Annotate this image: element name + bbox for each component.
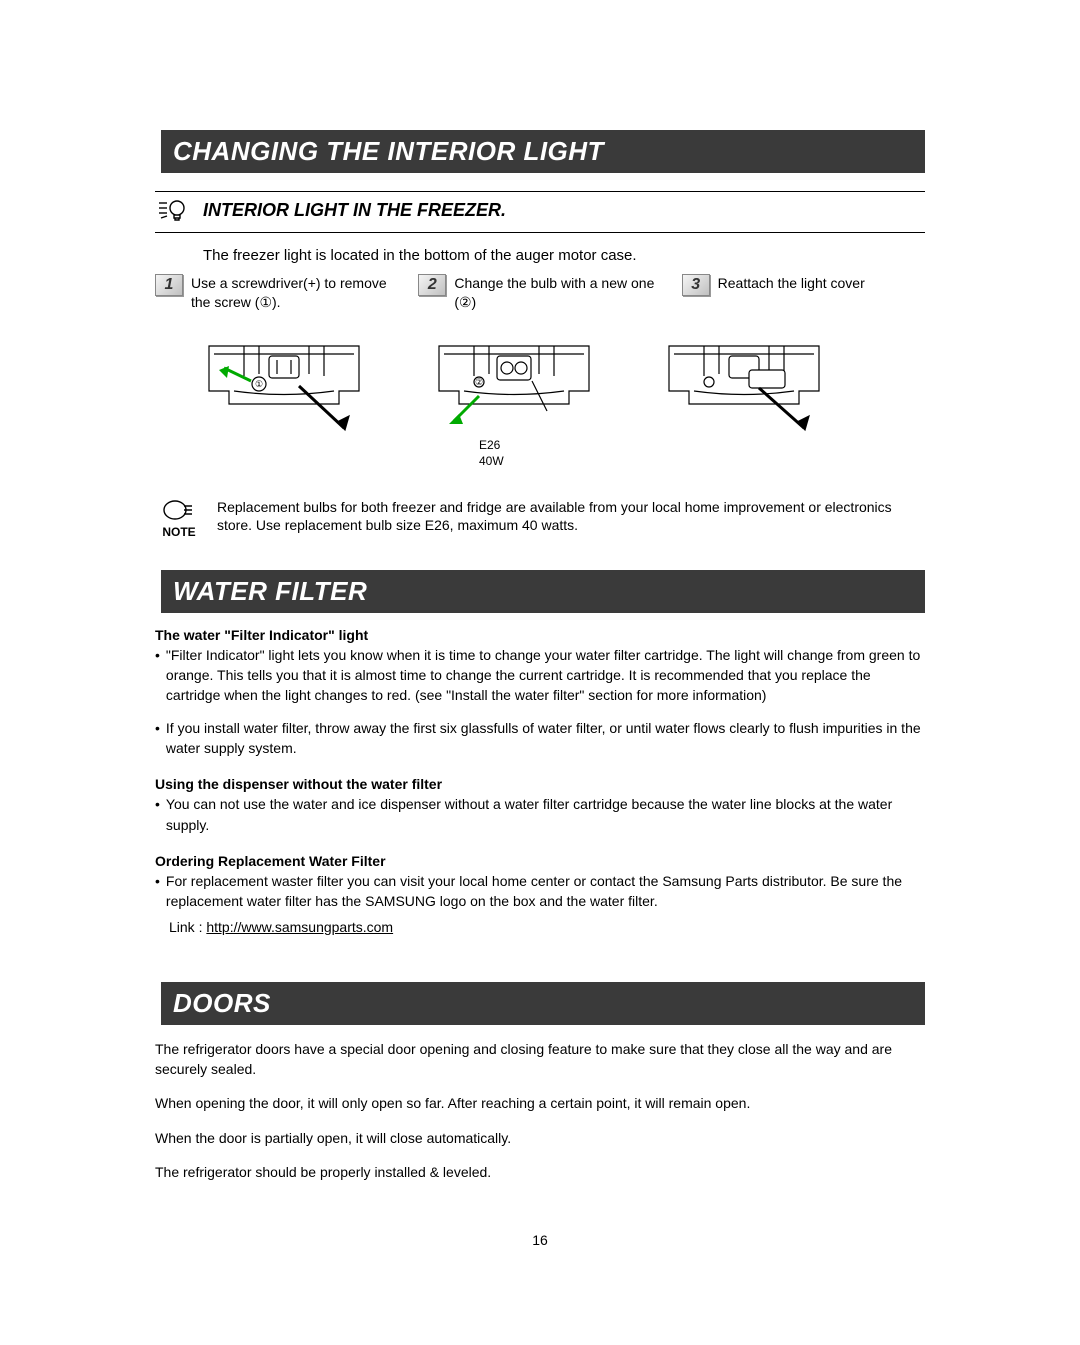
subsection-title: INTERIOR LIGHT IN THE FREEZER. <box>203 198 506 221</box>
bullet-text: "Filter Indicator" light lets you know w… <box>166 645 925 706</box>
paragraph: When the door is partially open, it will… <box>155 1128 925 1148</box>
step-number-badge: 3 <box>682 274 710 296</box>
step-text: Reattach the light cover <box>718 274 865 293</box>
note-text: Replacement bulbs for both freezer and f… <box>217 498 925 536</box>
link-prefix: Link : <box>169 919 206 935</box>
figures-row: ① ② E26 40W <box>189 326 925 470</box>
steps-row: 1 Use a screwdriver(+) to remove the scr… <box>155 274 925 312</box>
link-line: Link : http://www.samsungparts.com <box>169 917 925 937</box>
note-label: NOTE <box>155 498 203 540</box>
step-1: 1 Use a screwdriver(+) to remove the scr… <box>155 274 398 312</box>
intro-text: The freezer light is located in the bott… <box>203 247 925 264</box>
bullet-dot-icon: • <box>155 645 160 706</box>
section-title-water-filter: WATER FILTER <box>155 570 925 613</box>
freezer-light-diagram-icon <box>649 326 839 434</box>
freezer-light-diagram-icon: ② <box>419 326 609 434</box>
freezer-light-diagram-icon: ① <box>189 326 379 434</box>
bullet-text: If you install water filter, throw away … <box>166 718 925 759</box>
bullet-text: For replacement waster filter you can vi… <box>166 871 925 912</box>
circled-number: ① <box>255 379 263 389</box>
circled-number: ② <box>475 377 483 387</box>
figure-1: ① <box>189 326 379 470</box>
figure-caption: E26 40W <box>479 438 609 469</box>
document-page: CHANGING THE INTERIOR LIGHT INTERIOR LIG… <box>0 0 1080 1288</box>
figure-3 <box>649 326 839 470</box>
subsection-header: INTERIOR LIGHT IN THE FREEZER. <box>155 191 925 233</box>
section-title-interior-light: CHANGING THE INTERIOR LIGHT <box>155 130 925 173</box>
bullet-item: • You can not use the water and ice disp… <box>155 794 925 835</box>
parts-link[interactable]: http://www.samsungparts.com <box>206 919 393 935</box>
note-icon <box>162 498 196 522</box>
bullet-item: • "Filter Indicator" light lets you know… <box>155 645 925 706</box>
paragraph-heading: Ordering Replacement Water Filter <box>155 853 925 869</box>
paragraph-heading: Using the dispenser without the water fi… <box>155 776 925 792</box>
step-2: 2 Change the bulb with a new one (②) <box>418 274 661 312</box>
bullet-text: You can not use the water and ice dispen… <box>166 794 925 835</box>
step-3: 3 Reattach the light cover <box>682 274 925 312</box>
paragraph-heading: The water "Filter Indicator" light <box>155 627 925 643</box>
step-text: Use a screwdriver(+) to remove the screw… <box>191 274 398 312</box>
note-row: NOTE Replacement bulbs for both freezer … <box>155 498 925 540</box>
step-number-badge: 2 <box>418 274 446 296</box>
paragraph: The refrigerator doors have a special do… <box>155 1039 925 1080</box>
paragraph: When opening the door, it will only open… <box>155 1093 925 1113</box>
figure-2: ② E26 40W <box>419 326 609 470</box>
section-title-doors: DOORS <box>155 982 925 1025</box>
step-number-badge: 1 <box>155 274 183 296</box>
bullet-item: • If you install water filter, throw awa… <box>155 718 925 759</box>
paragraph: The refrigerator should be properly inst… <box>155 1162 925 1182</box>
bullet-dot-icon: • <box>155 718 160 759</box>
bullet-dot-icon: • <box>155 794 160 835</box>
step-text: Change the bulb with a new one (②) <box>454 274 661 312</box>
page-number: 16 <box>155 1232 925 1248</box>
bullet-dot-icon: • <box>155 871 160 912</box>
lightbulb-icon <box>155 198 189 228</box>
bullet-item: • For replacement waster filter you can … <box>155 871 925 912</box>
